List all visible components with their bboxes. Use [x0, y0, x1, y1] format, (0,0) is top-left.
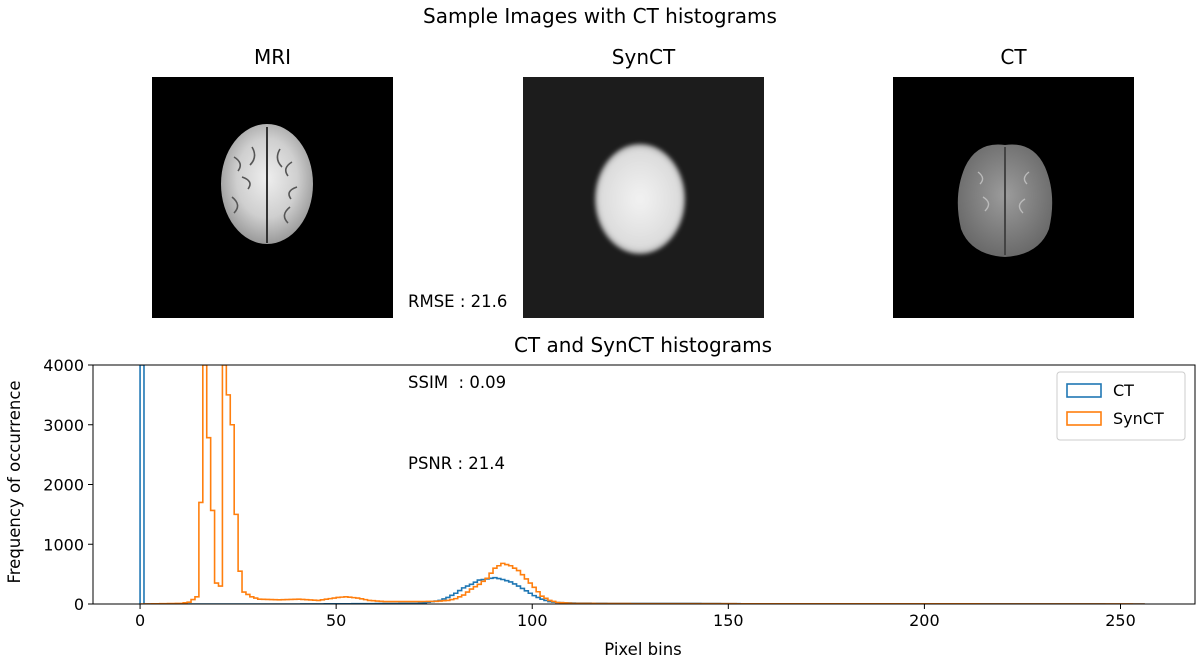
legend-swatch-ct — [1066, 383, 1102, 398]
plot-frame — [92, 364, 1196, 605]
legend-swatch-synct — [1066, 411, 1102, 426]
ct-panel-title: CT — [1000, 45, 1027, 69]
y-tick-label: 0 — [74, 595, 84, 614]
psnr-metric: PSNR : 21.4 — [408, 454, 506, 473]
x-axis-label: Pixel bins — [604, 640, 682, 659]
x-tick-label: 50 — [326, 611, 346, 630]
legend-label-synct: SynCT — [1113, 409, 1164, 428]
legend: CT SynCT — [1056, 371, 1186, 441]
y-tick-label: 2000 — [43, 476, 84, 495]
metrics-block: RMSE : 21.6 SSIM : 0.09 PSNR : 21.4 — [408, 234, 507, 504]
ssim-metric: SSIM : 0.09 — [408, 373, 507, 392]
x-tick-label: 100 — [517, 611, 548, 630]
x-tick-label: 250 — [1105, 611, 1136, 630]
mri-image — [152, 77, 393, 318]
series-synct-line — [140, 365, 1145, 604]
legend-box — [1056, 371, 1186, 441]
ct-image — [893, 77, 1134, 318]
synct-image — [523, 77, 764, 318]
x-tick-label: 150 — [713, 611, 744, 630]
synct-panel-title: SynCT — [611, 45, 676, 69]
y-tick-label: 3000 — [43, 416, 84, 435]
series-ct-line — [139, 365, 1145, 604]
histogram-chart: CT and SynCT histograms 0 50 100 150 200 250 0… — [5, 333, 1196, 659]
legend-label-ct: CT — [1113, 381, 1134, 400]
rmse-metric: RMSE : 21.6 — [408, 292, 508, 311]
y-tick-label: 4000 — [43, 356, 84, 375]
chart-title: CT and SynCT histograms — [514, 333, 772, 357]
y-tick-label: 1000 — [43, 535, 84, 554]
y-axis-label: Frequency of occurrence — [5, 380, 24, 583]
x-tick-label: 0 — [135, 611, 145, 630]
figure-title: Sample Images with CT histograms — [423, 4, 777, 28]
x-tick-label: 200 — [909, 611, 940, 630]
mri-panel-title: MRI — [253, 45, 292, 69]
